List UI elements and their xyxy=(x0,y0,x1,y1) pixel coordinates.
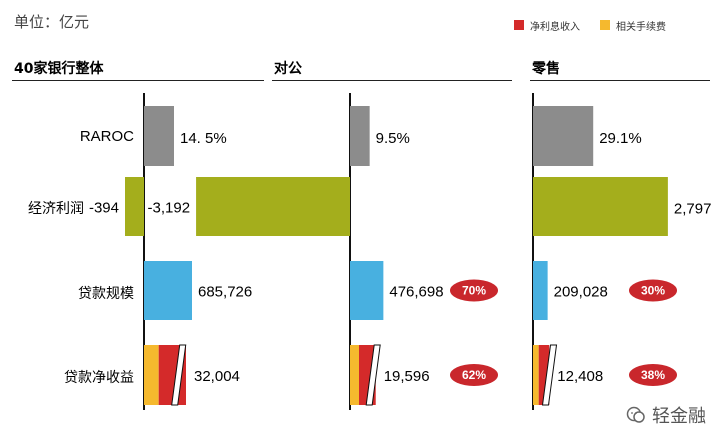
panel-title-corporate: 对公 xyxy=(274,61,302,77)
value-label-corporate-loans: 476,698 xyxy=(389,283,443,300)
legend-item-fee: 相关手续费 xyxy=(600,18,666,33)
bar-retail-loans xyxy=(533,261,548,320)
panel-rule-corporate xyxy=(272,80,512,81)
axis-break-total-net xyxy=(171,344,187,406)
share-badge-corporate-net xyxy=(450,364,498,386)
share-badge-text-retail-net: 38% xyxy=(641,368,665,382)
value-label-retail-profit: 2,797 xyxy=(674,200,712,217)
panel-rule-total xyxy=(12,80,264,81)
value-label-corporate-raroc: 9.5% xyxy=(376,130,410,147)
bar-corporate-raroc xyxy=(350,106,370,166)
value-label-corporate-net: 19,596 xyxy=(384,368,430,385)
legend-label-fee: 相关手续费 xyxy=(616,21,666,33)
bar-total-loans xyxy=(144,261,192,320)
legend-item-interest: 净利息收入 xyxy=(514,18,580,33)
bar-retail-profit xyxy=(533,177,668,236)
row-label-loan-size: 贷款规模 xyxy=(78,286,134,302)
share-badge-retail-net xyxy=(629,364,677,386)
share-badge-corporate-loans xyxy=(450,279,498,302)
unit-label: 单位：亿元 xyxy=(14,13,90,31)
watermark: 轻金融 xyxy=(626,402,706,428)
legend-label-interest: 净利息收入 xyxy=(530,21,580,33)
watermark-text: 轻金融 xyxy=(652,406,706,427)
value-label-total-loans: 685,726 xyxy=(198,283,252,300)
bar-fee-retail-net xyxy=(533,345,539,405)
bar-interest-retail-net xyxy=(538,345,550,405)
value-label-retail-net: 12,408 xyxy=(557,368,603,385)
legend-swatch-interest xyxy=(514,20,524,30)
value-label-retail-raroc: 29.1% xyxy=(599,130,642,147)
share-badge-text-corporate-loans: 70% xyxy=(462,284,486,298)
row-label-loan-net-income: 贷款净收益 xyxy=(64,370,134,386)
bar-retail-raroc xyxy=(533,106,594,166)
bar-fee-total-net xyxy=(144,345,159,405)
axis-break-retail-net xyxy=(541,344,558,406)
bar-corporate-profit xyxy=(196,177,350,236)
bar-total-raroc xyxy=(144,106,174,166)
row-label-economic-profit: 经济利润 xyxy=(28,201,84,217)
share-badge-retail-loans xyxy=(629,279,677,302)
row-label-raroc: RAROC xyxy=(79,128,134,145)
bar-corporate-loans xyxy=(350,261,384,320)
value-label-total-raroc: 14. 5% xyxy=(180,130,227,147)
value-label-retail-loans: 209,028 xyxy=(554,283,608,300)
panel-rule-retail xyxy=(530,80,710,81)
panel-title-total: 40家银行整体 xyxy=(14,61,104,77)
axis-break-corporate-net xyxy=(365,344,381,406)
wechat-icon xyxy=(626,406,645,423)
value-label-total-profit: -394 xyxy=(89,199,119,216)
value-label-total-net: 32,004 xyxy=(194,368,240,385)
share-badge-text-corporate-net: 62% xyxy=(462,368,486,382)
bar-fee-corporate-net xyxy=(350,345,360,405)
share-badge-text-retail-loans: 30% xyxy=(641,284,665,298)
panel-title-retail: 零售 xyxy=(532,61,560,77)
legend-swatch-fee xyxy=(600,20,610,30)
bar-total-profit xyxy=(125,177,144,236)
value-label-corporate-profit: -3,192 xyxy=(148,199,191,216)
